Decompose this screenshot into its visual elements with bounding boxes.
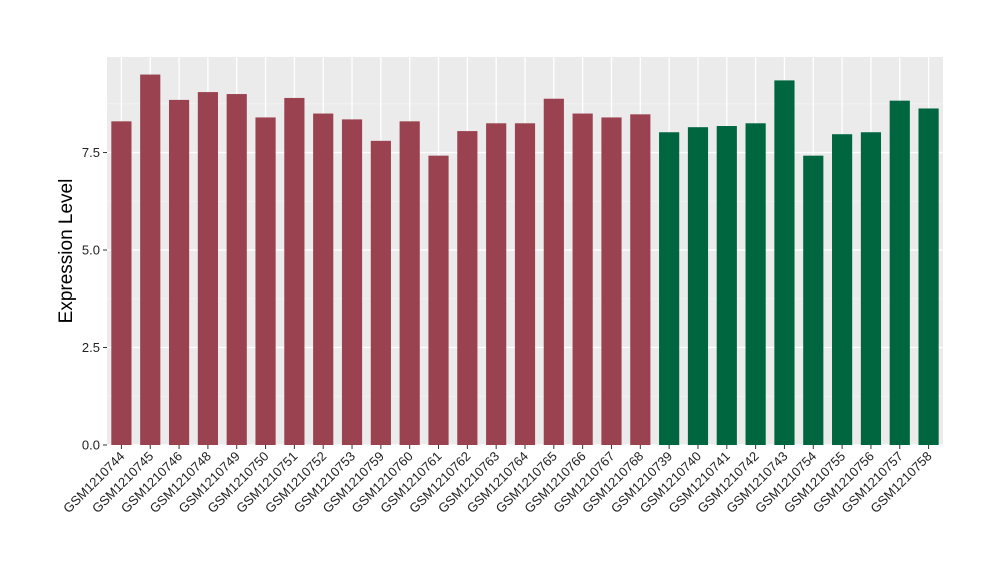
bar-GSM1210754 <box>803 155 824 445</box>
bar-GSM1210756 <box>860 132 882 445</box>
bar-GSM1210767 <box>601 117 622 446</box>
bar-GSM1210765 <box>543 98 564 446</box>
x-axis: GSM1210744GSM1210745GSM1210746GSM1210748… <box>60 445 935 516</box>
bar-GSM1210745 <box>140 74 161 446</box>
bars <box>111 74 939 446</box>
y-tick-label: 0.0 <box>82 438 100 453</box>
bar-GSM1210762 <box>457 131 478 445</box>
bar-GSM1210761 <box>428 155 449 445</box>
y-axis: 0.0 2.5 5.0 7.5 <box>82 145 107 453</box>
bar-GSM1210742 <box>745 123 766 446</box>
bar-GSM1210739 <box>659 132 680 445</box>
bar-GSM1210743 <box>774 80 795 446</box>
bar-GSM1210760 <box>399 121 420 445</box>
y-tick-label: 2.5 <box>82 340 100 355</box>
bar-GSM1210744 <box>111 121 132 445</box>
bar-GSM1210741 <box>716 126 737 445</box>
bar-GSM1210753 <box>341 119 363 445</box>
bar-GSM1210757 <box>889 100 910 445</box>
y-axis-title: Expression Level <box>56 179 77 324</box>
bar-GSM1210763 <box>486 123 507 446</box>
bar-GSM1210748 <box>197 92 218 446</box>
bar-GSM1210759 <box>370 140 391 445</box>
bar-GSM1210750 <box>255 117 276 446</box>
bar-GSM1210766 <box>572 113 593 445</box>
y-tick-label: 5.0 <box>82 243 100 258</box>
bar-GSM1210749 <box>226 94 247 445</box>
bar-GSM1210755 <box>832 134 853 445</box>
bar-GSM1210740 <box>687 127 709 446</box>
bar-GSM1210768 <box>630 114 651 445</box>
bar-GSM1210752 <box>313 113 334 445</box>
bar-GSM1210746 <box>168 99 190 445</box>
bar-GSM1210758 <box>918 108 939 446</box>
y-tick-label: 7.5 <box>82 145 100 160</box>
bar-GSM1210751 <box>284 97 305 445</box>
bar-GSM1210764 <box>514 123 536 446</box>
